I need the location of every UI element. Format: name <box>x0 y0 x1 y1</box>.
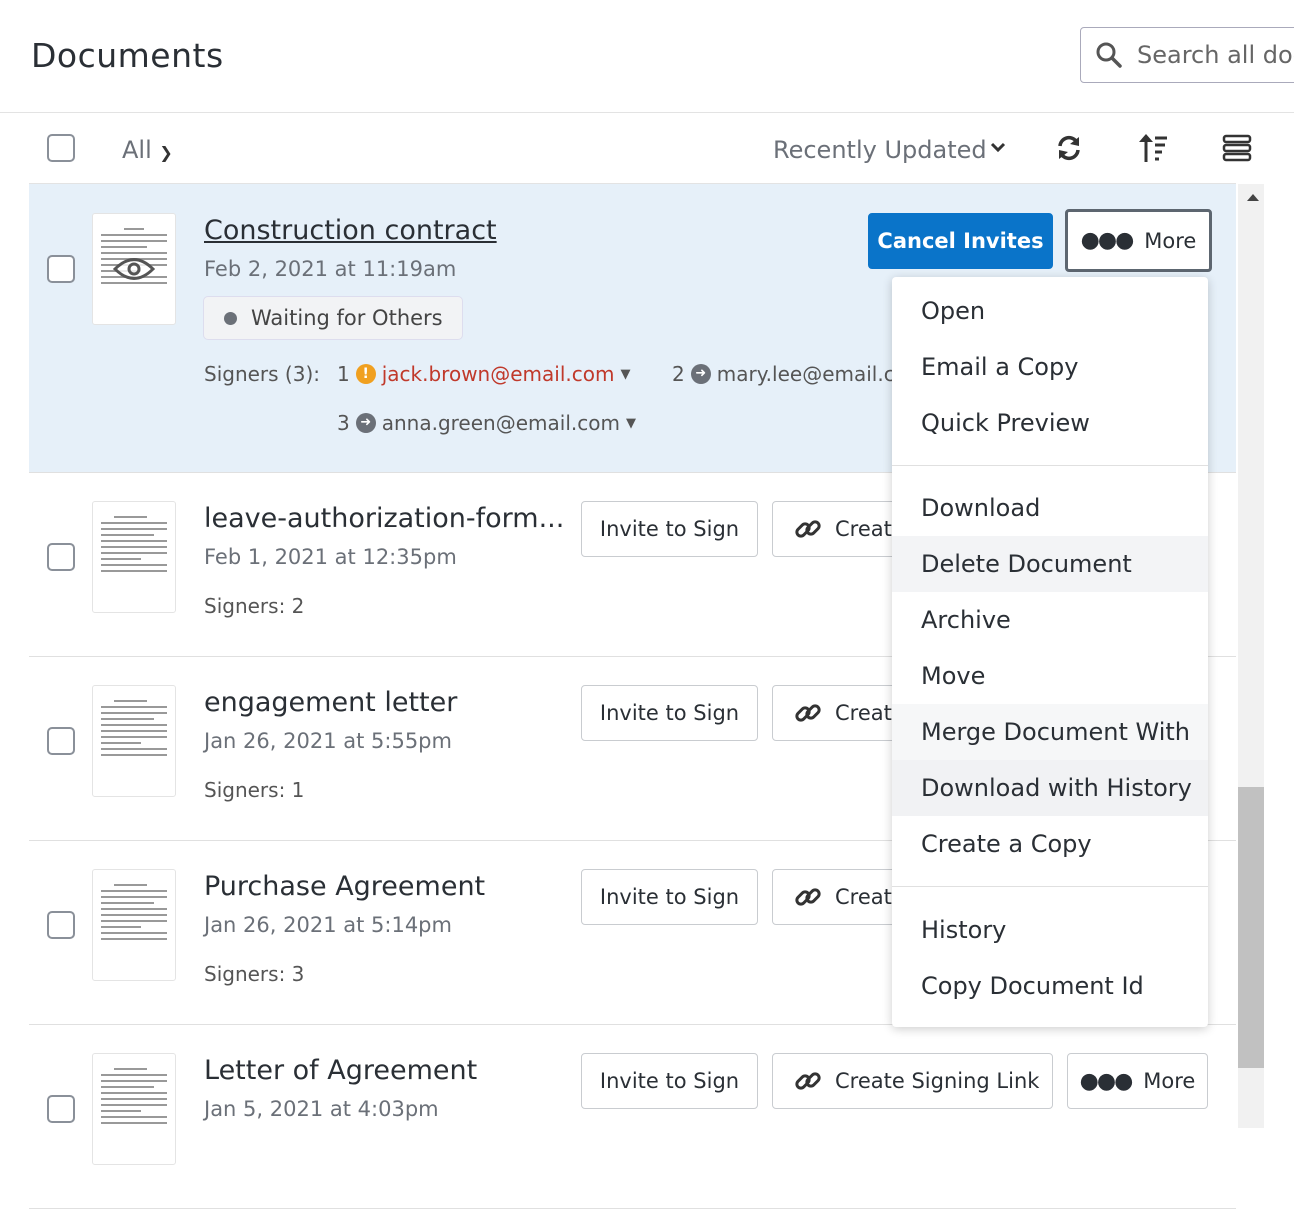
ellipsis-icon: ●●● <box>1080 228 1135 253</box>
select-all-checkbox[interactable] <box>47 134 75 162</box>
signers-label: Signers (3): <box>204 362 320 386</box>
menu-item-quick-preview[interactable]: Quick Preview <box>921 409 1090 437</box>
signer-item[interactable]: 3 ➜ anna.green@email.com ▼ <box>337 411 636 435</box>
search-placeholder: Search all doc <box>1137 41 1294 69</box>
divider <box>29 183 1236 184</box>
document-title[interactable]: leave-authorization-form... <box>204 503 565 534</box>
signer-number: 1 <box>337 362 350 386</box>
ellipsis-icon: ●●● <box>1079 1068 1134 1094</box>
row-checkbox[interactable] <box>47 727 75 755</box>
page-title: Documents <box>31 36 224 75</box>
row-checkbox[interactable] <box>47 543 75 571</box>
row-checkbox[interactable] <box>47 911 75 939</box>
document-row[interactable]: Purchase Agreement Jan 26, 2021 at 5:14p… <box>29 841 1236 1025</box>
document-date: Jan 26, 2021 at 5:14pm <box>204 913 452 937</box>
document-title[interactable]: engagement letter <box>204 687 458 718</box>
row-checkbox[interactable] <box>47 1095 75 1123</box>
more-button[interactable]: ●●● More <box>1067 1053 1208 1109</box>
status-dot-icon <box>224 311 237 325</box>
signer-email: anna.green@email.com <box>381 411 620 435</box>
create-signing-link-label: Creat <box>835 885 892 909</box>
caret-down-icon: ▼ <box>620 366 631 382</box>
arrow-right-circle-icon: ➜ <box>355 413 376 433</box>
document-title[interactable]: Purchase Agreement <box>204 871 486 902</box>
create-signing-link-label: Creat <box>835 517 892 541</box>
menu-item-copy-id[interactable]: Copy Document Id <box>921 972 1144 1000</box>
menu-item-archive[interactable]: Archive <box>921 606 1011 634</box>
signer-item[interactable]: 2 ➜ mary.lee@email.c <box>672 362 895 386</box>
arrow-right-circle-icon: ➜ <box>690 364 711 384</box>
menu-item-merge[interactable]: Merge Document With <box>892 704 1208 760</box>
filter-label: All <box>122 136 152 164</box>
document-thumbnail[interactable] <box>92 1053 176 1165</box>
document-date: Feb 2, 2021 at 11:19am <box>204 257 457 281</box>
document-thumbnail[interactable] <box>92 869 176 981</box>
warning-icon: ! <box>355 364 376 384</box>
link-icon <box>795 520 821 538</box>
caret-down-icon: ▼ <box>625 415 636 431</box>
menu-item-move[interactable]: Move <box>921 662 986 690</box>
invite-to-sign-button[interactable]: Invite to Sign <box>581 501 758 557</box>
menu-item-open[interactable]: Open <box>921 297 986 325</box>
signers-count: Signers: 1 <box>204 778 305 802</box>
menu-item-create-copy[interactable]: Create a Copy <box>921 830 1092 858</box>
document-row[interactable]: Letter of Agreement Jan 5, 2021 at 4:03p… <box>29 1025 1236 1209</box>
create-signing-link-button[interactable]: Create Signing Link <box>772 1053 1053 1109</box>
signers-count: Signers: 2 <box>204 594 305 618</box>
scrollbar[interactable] <box>1238 184 1264 1128</box>
invite-to-sign-button[interactable]: Invite to Sign <box>581 869 758 925</box>
menu-divider <box>892 465 1208 466</box>
menu-item-history[interactable]: History <box>921 916 1007 944</box>
signer-number: 2 <box>672 362 685 386</box>
document-date: Jan 5, 2021 at 4:03pm <box>204 1097 439 1121</box>
chevron-down-icon <box>990 142 1006 153</box>
menu-item-email-copy[interactable]: Email a Copy <box>921 353 1079 381</box>
more-label: More <box>1144 228 1197 253</box>
signer-number: 3 <box>337 411 350 435</box>
signer-item[interactable]: 1! jack.brown@email.com ▼ <box>337 362 630 386</box>
invite-to-sign-button[interactable]: Invite to Sign <box>581 1053 758 1109</box>
status-label: Waiting for Others <box>251 306 443 330</box>
sort-dropdown[interactable]: Recently Updated <box>773 136 987 164</box>
document-date: Feb 1, 2021 at 12:35pm <box>204 545 457 569</box>
status-badge: Waiting for Others <box>203 296 463 340</box>
row-checkbox[interactable] <box>47 255 75 283</box>
link-icon <box>795 704 821 722</box>
menu-item-delete[interactable]: Delete Document <box>892 536 1208 592</box>
create-signing-link-label: Create Signing Link <box>835 1069 1040 1093</box>
document-title-link[interactable]: Construction contract <box>204 215 497 246</box>
create-signing-link-label: Creat <box>835 701 892 725</box>
list-view-icon[interactable] <box>1222 134 1252 162</box>
refresh-icon[interactable] <box>1055 134 1083 162</box>
signer-email: mary.lee@email.c <box>716 362 895 386</box>
sort-order-icon[interactable] <box>1138 132 1168 164</box>
eye-icon <box>113 258 155 280</box>
menu-item-download-history[interactable]: Download with History <box>892 760 1208 816</box>
divider <box>0 112 1294 113</box>
more-label: More <box>1143 1069 1196 1093</box>
signer-email: jack.brown@email.com <box>381 362 615 386</box>
menu-item-download[interactable]: Download <box>921 494 1041 522</box>
menu-divider <box>892 886 1208 887</box>
signers-count: Signers: 3 <box>204 962 305 986</box>
cancel-invites-button[interactable]: Cancel Invites <box>868 213 1053 269</box>
scroll-up-arrow-icon[interactable] <box>1247 194 1259 201</box>
sort-label: Recently Updated <box>773 136 987 164</box>
search-icon <box>1096 42 1122 68</box>
document-thumbnail[interactable] <box>92 501 176 613</box>
scrollbar-thumb[interactable] <box>1238 787 1264 1068</box>
link-icon <box>795 1072 821 1090</box>
search-input[interactable]: Search all doc <box>1080 27 1294 83</box>
chevron-down-icon: ❯ <box>159 143 173 162</box>
document-date: Jan 26, 2021 at 5:55pm <box>204 729 452 753</box>
document-title[interactable]: Letter of Agreement <box>204 1055 478 1086</box>
filter-dropdown[interactable]: All ❯ <box>122 136 173 164</box>
link-icon <box>795 888 821 906</box>
document-thumbnail[interactable] <box>92 685 176 797</box>
more-actions-menu: Open Email a Copy Quick Preview Download… <box>892 277 1208 1027</box>
invite-to-sign-button[interactable]: Invite to Sign <box>581 685 758 741</box>
more-button[interactable]: ●●● More <box>1065 209 1212 272</box>
